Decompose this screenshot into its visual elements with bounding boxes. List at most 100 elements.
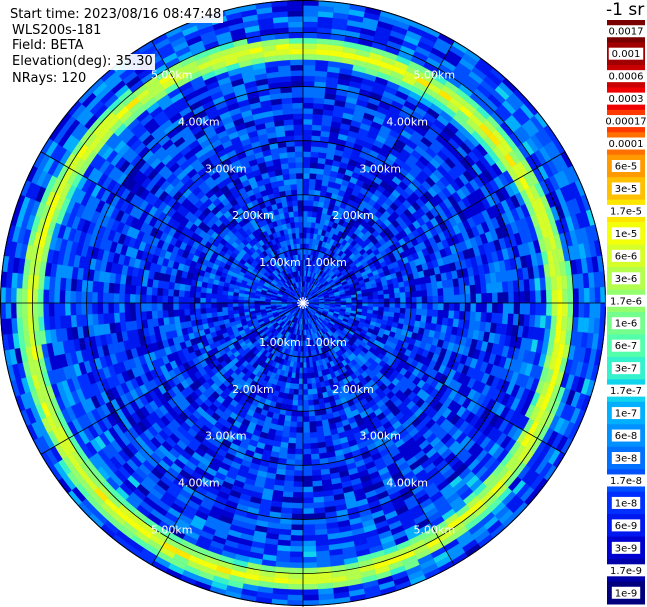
- range-gate-cell: [464, 302, 471, 312]
- range-gate-cell: [292, 399, 299, 406]
- range-gate-cell: [307, 388, 313, 396]
- range-gate-cell: [302, 508, 315, 515]
- range-gate-cell: [362, 296, 368, 301]
- range-gate-cell: [535, 302, 542, 316]
- range-gate-cell: [309, 162, 318, 169]
- range-gate-cell: [314, 184, 322, 191]
- range-gate-cell: [400, 302, 406, 309]
- range-gate-cell: [287, 594, 304, 601]
- range-gate-cell: [378, 306, 385, 312]
- range-gate-cell: [513, 302, 520, 315]
- range-gate-cell: [491, 282, 498, 294]
- range-gate-cell: [310, 146, 320, 153]
- range-gate-cell: [378, 302, 385, 308]
- range-gate-cell: [415, 284, 422, 292]
- range-gate-cell: [173, 309, 180, 317]
- range-gate-cell: [178, 309, 185, 317]
- range-gate-cell: [562, 288, 569, 304]
- range-gate-cell: [302, 108, 314, 115]
- range-gate-cell: [356, 302, 363, 307]
- range-gate-cell: [314, 75, 327, 83]
- range-gate-cell: [201, 318, 208, 325]
- range-gate-cell: [302, 178, 310, 185]
- range-gate-cell: [248, 305, 255, 309]
- range-gate-cell: [298, 389, 304, 396]
- range-gate-cell: [415, 314, 422, 322]
- range-gate-cell: [300, 351, 304, 358]
- range-gate-cell: [108, 312, 115, 324]
- range-gate-cell: [415, 308, 423, 316]
- range-gate-cell: [189, 308, 196, 316]
- range-gate-cell: [307, 200, 314, 207]
- range-gate-cell: [293, 388, 299, 396]
- range-gate-cell: [296, 427, 304, 434]
- range-gate-cell: [289, 421, 297, 428]
- range-gate-cell: [383, 307, 390, 313]
- range-gate-cell: [345, 297, 352, 301]
- range-gate-cell: [302, 573, 318, 580]
- range-gate-cell: [293, 470, 304, 477]
- range-gate-cell: [293, 481, 304, 488]
- range-gate-cell: [308, 415, 316, 423]
- range-gate-cell: [383, 302, 390, 308]
- range-gate-cell: [313, 102, 325, 110]
- range-gate-cell: [287, 448, 296, 455]
- range-gate-cell: [302, 562, 318, 569]
- range-gate-cell: [292, 486, 304, 493]
- range-gate-cell: [583, 287, 590, 304]
- range-gate-cell: [315, 425, 324, 433]
- range-gate-cell: [540, 302, 547, 316]
- range-gate-cell: [302, 362, 307, 369]
- range-gate-cell: [312, 108, 324, 115]
- range-gate-cell: [302, 221, 308, 228]
- range-gate-cell: [294, 372, 300, 379]
- range-gate-cell: [222, 310, 229, 316]
- range-gate-cell: [302, 518, 315, 525]
- range-gate-cell: [399, 292, 406, 299]
- range-gate-cell: [306, 372, 312, 379]
- range-gate-cell: [528, 314, 536, 328]
- range-gate-cell: [102, 313, 110, 325]
- range-gate-cell: [307, 394, 314, 401]
- range-gate-cell: [437, 288, 444, 297]
- range-gate-cell: [290, 410, 298, 417]
- range-gate-cell: [485, 283, 493, 294]
- range-gate-cell: [287, 589, 304, 596]
- range-gate-cell: [308, 189, 316, 196]
- range-gate-cell: [524, 302, 531, 316]
- range-gate-cell: [311, 124, 322, 131]
- range-gate-cell: [507, 280, 514, 293]
- range-gate-cell: [497, 302, 504, 314]
- range-gate-cell: [393, 312, 401, 319]
- range-gate-cell: [281, 431, 290, 438]
- range-gate-cell: [437, 302, 444, 311]
- range-gate-cell: [496, 281, 504, 293]
- range-gate-cell: [200, 307, 207, 314]
- range-gate-cell: [302, 10, 319, 17]
- range-gate-cell: [302, 37, 318, 44]
- range-gate-cell: [475, 311, 482, 322]
- range-gate-cell: [151, 310, 158, 319]
- range-gate-cell: [432, 302, 439, 311]
- range-gate-cell: [302, 189, 310, 196]
- range-gate-cell: [545, 289, 553, 304]
- range-gate-cell: [292, 394, 299, 401]
- range-gate-cell: [302, 373, 308, 379]
- range-gate-cell: [311, 129, 322, 137]
- range-gate-cell: [398, 281, 405, 288]
- range-gate-cell: [302, 172, 310, 179]
- range-gate-cell: [312, 485, 323, 493]
- range-gate-cell: [302, 367, 307, 374]
- range-gate-cell: [308, 410, 316, 417]
- range-gate-cell: [313, 496, 325, 504]
- range-gate-cell: [302, 432, 311, 439]
- range-gate-cell: [296, 410, 304, 417]
- range-gate-cell: [302, 91, 315, 98]
- range-gate-cell: [481, 302, 488, 313]
- range-gate-cell: [302, 59, 316, 66]
- range-gate-cell: [302, 378, 308, 385]
- range-gate-cell: [298, 383, 304, 390]
- range-gate-cell: [302, 529, 316, 536]
- range-gate-cell: [284, 475, 295, 482]
